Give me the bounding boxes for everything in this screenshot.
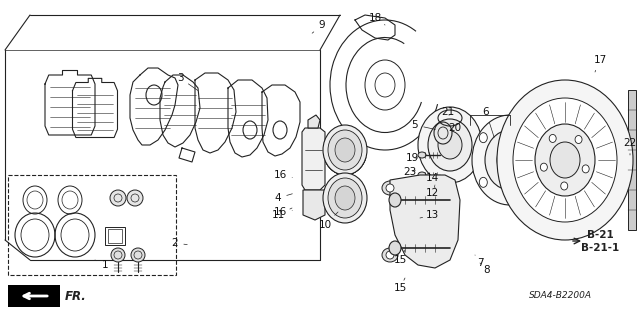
Ellipse shape xyxy=(516,119,524,129)
Ellipse shape xyxy=(323,173,367,223)
Ellipse shape xyxy=(110,190,126,206)
Ellipse shape xyxy=(418,107,482,183)
Ellipse shape xyxy=(479,133,487,143)
Text: 15: 15 xyxy=(394,278,406,293)
Ellipse shape xyxy=(382,181,398,195)
Ellipse shape xyxy=(438,131,462,159)
Text: 17: 17 xyxy=(593,55,607,72)
Polygon shape xyxy=(302,128,325,190)
Ellipse shape xyxy=(418,152,426,158)
Ellipse shape xyxy=(472,115,548,205)
Ellipse shape xyxy=(389,193,401,207)
Text: 20: 20 xyxy=(449,123,461,133)
Text: 5: 5 xyxy=(412,120,435,130)
Ellipse shape xyxy=(111,248,125,262)
Text: 9: 9 xyxy=(312,20,325,33)
Text: 4: 4 xyxy=(275,193,292,203)
Ellipse shape xyxy=(328,130,362,170)
Bar xyxy=(628,90,636,230)
Ellipse shape xyxy=(131,248,145,262)
Text: 16: 16 xyxy=(273,207,292,217)
Text: 2: 2 xyxy=(172,238,188,248)
Ellipse shape xyxy=(386,251,394,259)
Text: 12: 12 xyxy=(426,185,438,198)
Ellipse shape xyxy=(127,190,143,206)
Ellipse shape xyxy=(382,248,398,262)
Ellipse shape xyxy=(516,191,524,201)
Text: 21: 21 xyxy=(442,107,454,117)
Ellipse shape xyxy=(539,155,547,165)
Ellipse shape xyxy=(479,177,487,187)
Ellipse shape xyxy=(386,184,394,192)
Ellipse shape xyxy=(550,142,580,178)
Ellipse shape xyxy=(497,80,633,240)
Text: B-21-1: B-21-1 xyxy=(581,243,619,253)
Text: 22: 22 xyxy=(623,138,637,155)
Text: 3: 3 xyxy=(177,73,198,91)
Ellipse shape xyxy=(535,124,595,196)
Text: 8: 8 xyxy=(480,263,490,275)
Bar xyxy=(105,227,125,245)
Ellipse shape xyxy=(328,178,362,218)
Ellipse shape xyxy=(582,165,589,173)
Bar xyxy=(8,175,176,275)
Text: 13: 13 xyxy=(420,210,438,220)
Text: B-21: B-21 xyxy=(587,230,613,240)
Polygon shape xyxy=(308,115,320,128)
Text: FR.: FR. xyxy=(65,290,87,302)
Ellipse shape xyxy=(418,172,426,178)
Bar xyxy=(8,285,60,307)
Bar xyxy=(108,229,122,243)
Text: 18: 18 xyxy=(369,13,385,25)
Text: 6: 6 xyxy=(483,107,494,137)
Polygon shape xyxy=(303,190,325,220)
Polygon shape xyxy=(390,175,460,268)
Text: 7: 7 xyxy=(475,255,483,268)
Ellipse shape xyxy=(323,125,367,175)
Ellipse shape xyxy=(497,144,523,176)
Text: 14: 14 xyxy=(426,173,438,188)
Ellipse shape xyxy=(549,134,556,142)
Text: 15: 15 xyxy=(394,250,406,265)
Text: 16: 16 xyxy=(273,170,292,180)
Text: 10: 10 xyxy=(319,212,338,230)
Text: SDA4-B2200A: SDA4-B2200A xyxy=(529,291,591,300)
Ellipse shape xyxy=(485,130,535,190)
Text: 23: 23 xyxy=(403,167,417,177)
Ellipse shape xyxy=(513,98,617,222)
Ellipse shape xyxy=(335,186,355,210)
Text: 11: 11 xyxy=(271,208,292,220)
Ellipse shape xyxy=(540,163,547,171)
Ellipse shape xyxy=(428,119,472,171)
Text: 19: 19 xyxy=(405,153,419,163)
Ellipse shape xyxy=(335,138,355,162)
Ellipse shape xyxy=(561,182,568,190)
Text: 1: 1 xyxy=(95,260,108,270)
Ellipse shape xyxy=(434,122,452,144)
Ellipse shape xyxy=(389,241,401,255)
Ellipse shape xyxy=(575,135,582,143)
